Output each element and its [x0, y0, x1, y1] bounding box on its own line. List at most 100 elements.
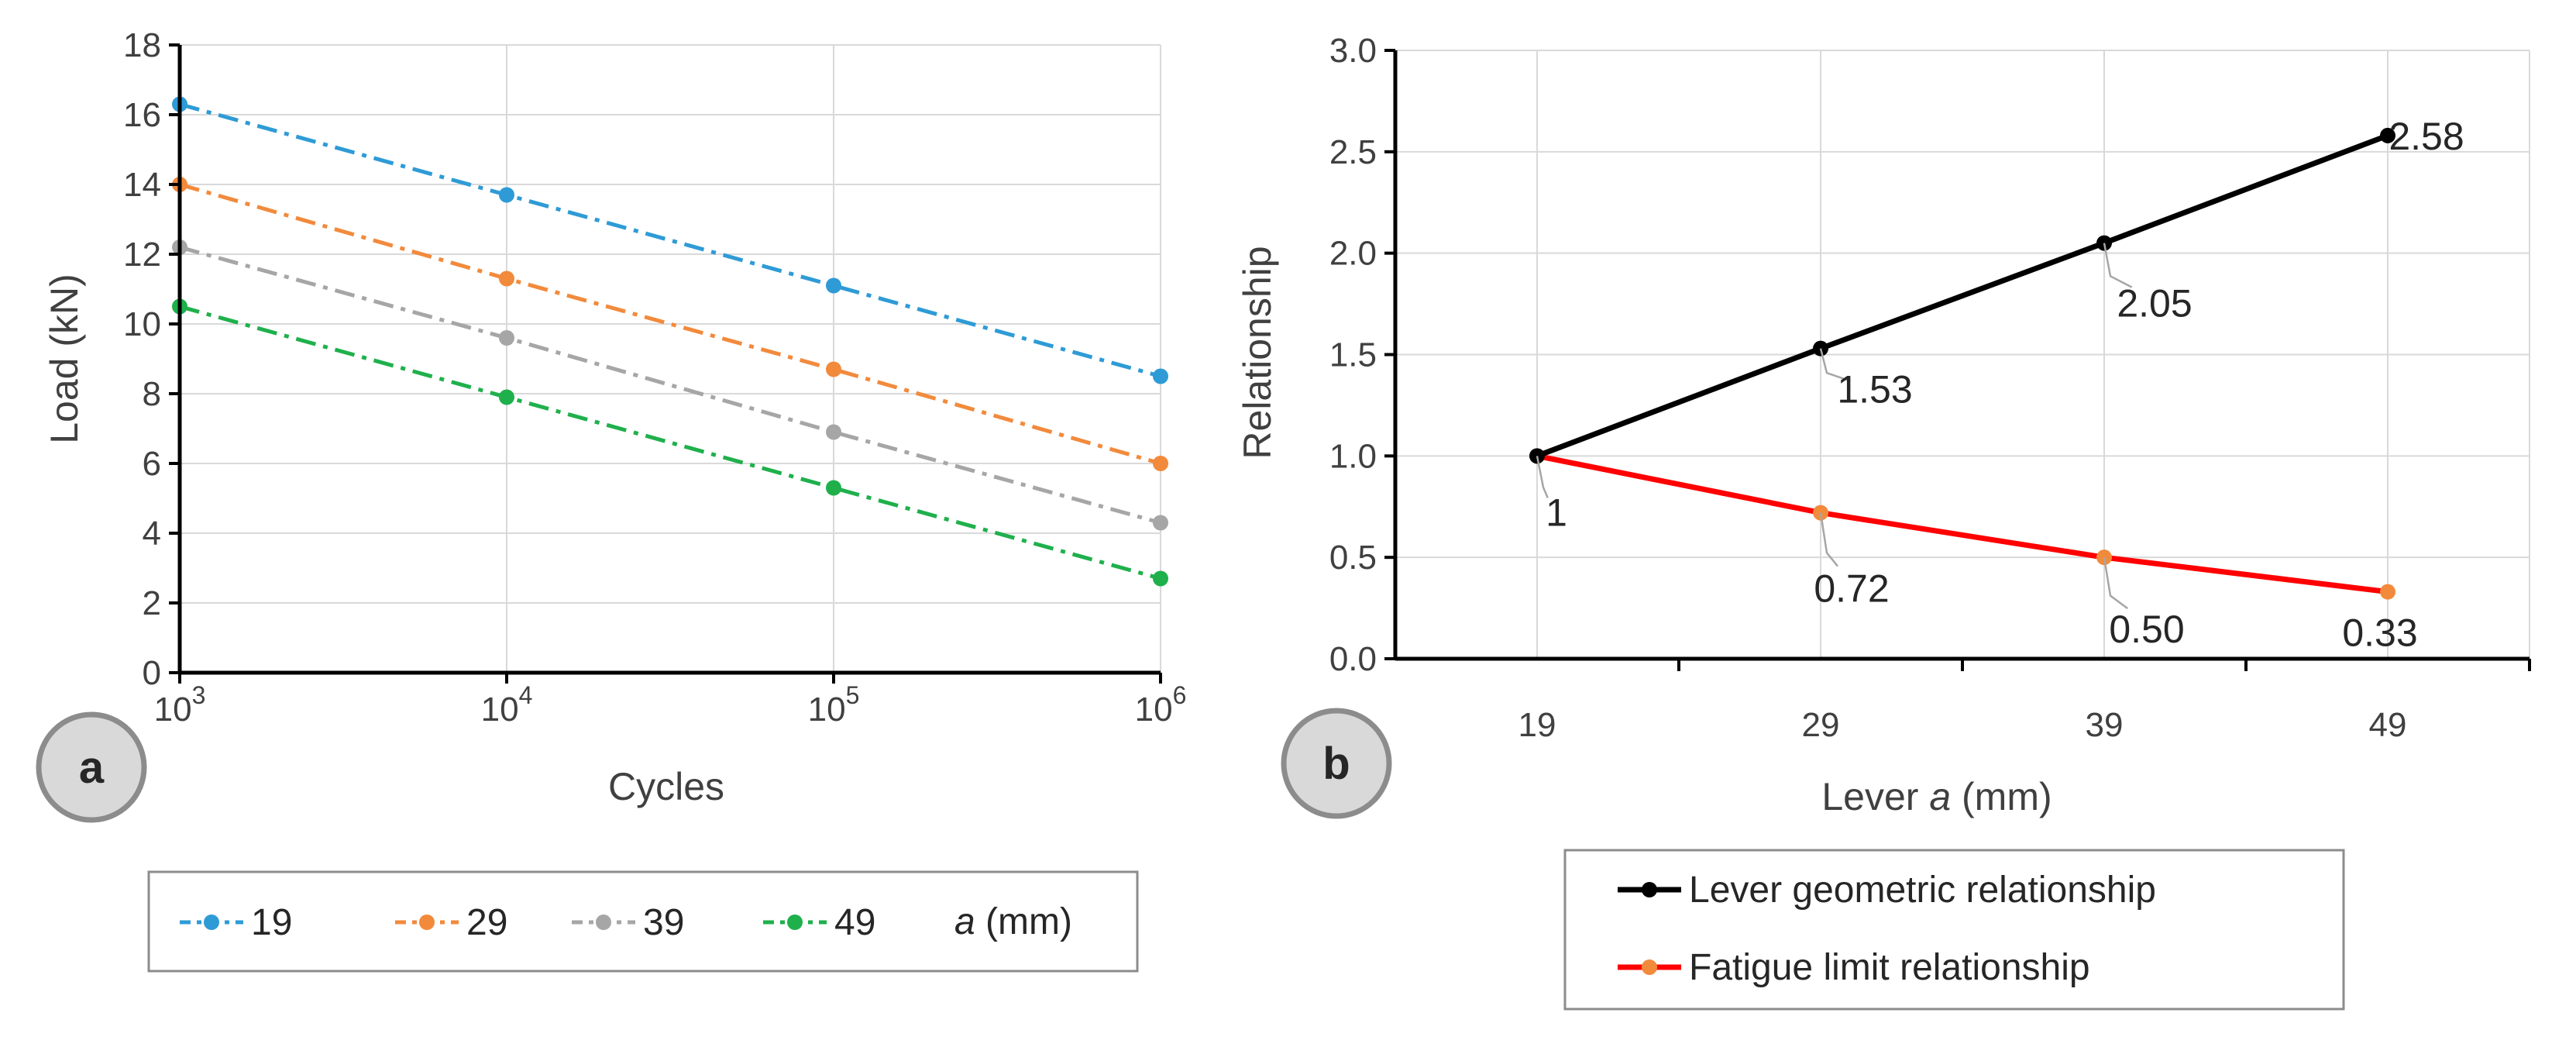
chart-a-point-19	[499, 187, 514, 203]
chart-b-label-leader	[2103, 556, 2128, 610]
chart-b-xlabel-symbol: a	[1929, 775, 1951, 818]
chart-a-y-tick-label: 12	[123, 236, 161, 274]
chart-a-y-tick-label: 2	[143, 584, 161, 622]
panel-a-badge-label: a	[79, 742, 105, 793]
chart-a-series	[172, 96, 1168, 587]
chart-a-legend-label-29: 29	[466, 902, 507, 943]
chart-a-x-tick-exponent: 3	[192, 681, 206, 709]
panel-b-badge: b	[1281, 708, 1392, 819]
chart-a-series-line-49	[179, 305, 1161, 580]
chart-a-x-tick-label: 104	[481, 681, 533, 728]
panel-b-badge-label: b	[1322, 739, 1350, 789]
chart-a-x-tick-label: 105	[808, 681, 860, 728]
chart-b-x-tick-label: 29	[1802, 706, 1840, 744]
chart-a-legend-marker-29	[419, 914, 435, 930]
chart-a-xlabel: Cycles	[608, 765, 724, 808]
chart-a-legend-marker-19	[204, 914, 219, 930]
chart-b-x-ticks: 19 29 39 49	[1518, 659, 2531, 744]
chart-b-series	[1529, 127, 2395, 600]
chart-b-data-labels: 1.53 2.05 2.58 1 0.72 0.50 0.33	[1536, 115, 2464, 655]
chart-b-y-tick-label: 1.0	[1329, 437, 1377, 475]
chart-b-point	[2380, 584, 2395, 600]
chart-a-y-tick-label: 18	[123, 26, 161, 64]
chart-a-y-tick-label: 16	[123, 96, 161, 134]
chart-a-legend-marker-49	[787, 914, 803, 930]
chart-a-point-29	[499, 270, 514, 287]
chart-b-data-label: 1	[1546, 491, 1567, 534]
chart-b-data-label: 1.53	[1837, 368, 1912, 412]
chart-a-point-19	[826, 277, 841, 294]
chart-b-legend: Lever geometric relationship Fatigue limi…	[1563, 849, 2345, 1011]
chart-a-legend-unit: a (mm)	[954, 901, 1072, 942]
chart-a-x-tick-base: 10	[1135, 691, 1173, 728]
chart-a-point-49	[1153, 570, 1168, 587]
chart-a-x-tick-exponent: 4	[519, 681, 533, 709]
chart-a-x-tick-base: 10	[808, 691, 846, 728]
chart-b-legend-label: Lever geometric relationship	[1689, 870, 2156, 911]
chart-a-x-tick-base: 10	[154, 691, 192, 728]
chart-b-legend-marker	[1642, 882, 1657, 897]
chart-a-ylabel: Load (kN)	[43, 274, 86, 444]
chart-a-point-29	[1153, 456, 1168, 471]
chart-b-y-ticks: 0.0 0.5 1.0 1.5 2.0 2.5 3.0	[1329, 32, 1395, 678]
chart-a-x-tick-exponent: 5	[846, 681, 860, 709]
chart-a-x-tick-label: 106	[1135, 681, 1187, 728]
chart-a-point-39	[1153, 515, 1168, 531]
chart-a-legend-label-39: 39	[643, 902, 684, 943]
chart-b-legend-marker	[1642, 959, 1657, 975]
chart-b-y-tick-label: 2.5	[1329, 133, 1377, 171]
chart-a-series-line-19	[179, 102, 1161, 378]
chart-b-y-tick-label: 1.5	[1329, 336, 1377, 374]
chart-a-y-tick-label: 14	[123, 166, 161, 204]
chart-b-x-tick-label: 19	[1518, 706, 1556, 744]
chart-a-y-tick-label: 4	[143, 515, 161, 553]
chart-b-y-tick-label: 0.0	[1329, 640, 1377, 678]
chart-a-legend-unit-symbol: a	[954, 901, 975, 942]
chart-b-data-label: 0.72	[1814, 567, 1889, 611]
chart-a-y-tick-label: 8	[143, 375, 161, 413]
chart-a-x-tick-base: 10	[481, 691, 519, 728]
chart-b-data-label: 2.05	[2117, 282, 2192, 326]
chart-a-x-ticks: 103 104 105 106	[154, 673, 1187, 728]
chart-b-y-tick-label: 2.0	[1329, 235, 1377, 273]
chart-b-y-tick-label: 0.5	[1329, 539, 1377, 577]
chart-a-point-19	[1153, 368, 1168, 384]
chart-b-gridlines	[1395, 50, 2530, 659]
chart-b: 0.0 0.5 1.0 1.5 2.0 2.5 3.0 19 29 39 49 1.53 2.05 2…	[1236, 32, 2531, 1011]
chart-a-legend: 19 29 39 49 a (mm)	[147, 870, 1139, 973]
chart-a-y-ticks: 0 2 4 6 8 10 12 14 16 18	[123, 26, 180, 692]
chart-a-x-tick-label: 103	[154, 681, 206, 728]
chart-a-gridlines	[180, 44, 1161, 673]
chart-a-series-line-39	[179, 245, 1161, 525]
chart-b-x-tick-label: 49	[2369, 706, 2407, 744]
chart-b-y-tick-label: 3.0	[1329, 32, 1377, 70]
chart-a-legend-label-19: 19	[251, 902, 292, 943]
chart-b-label-leader	[1819, 512, 1838, 567]
chart-a-y-tick-label: 6	[143, 445, 161, 483]
chart-b-data-label: 0.50	[2109, 608, 2184, 651]
chart-b-xlabel-prefix: Lever	[1821, 775, 1929, 818]
chart-a-y-tick-label: 0	[143, 654, 161, 692]
panel-a-badge: a	[36, 711, 147, 823]
chart-b-series-line	[1536, 453, 2389, 595]
chart-b-label-leader	[1819, 348, 1851, 382]
chart-b-label-leader	[1536, 456, 1549, 498]
chart-a-legend-marker-39	[596, 914, 611, 930]
chart-b-ylabel: Relationship	[1236, 246, 1279, 459]
chart-a-point-39	[499, 330, 514, 346]
chart-a-y-tick-label: 10	[123, 305, 161, 343]
chart-b-x-tick-label: 39	[2086, 706, 2124, 744]
chart-b-legend-label: Fatigue limit relationship	[1689, 947, 2090, 988]
chart-a-point-39	[826, 424, 841, 440]
chart-b-series-line	[1536, 133, 2389, 459]
chart-b-data-label: 2.58	[2389, 115, 2464, 158]
chart-a-legend-label-49: 49	[834, 902, 875, 943]
chart-a-x-tick-exponent: 6	[1173, 681, 1187, 709]
chart-a-point-49	[826, 480, 841, 496]
chart-b-xlabel: Lever a (mm)	[1821, 775, 2052, 818]
chart-a-point-49	[499, 389, 514, 405]
chart-a-series-line-29	[179, 182, 1161, 466]
chart-b-label-leader	[2103, 243, 2133, 288]
